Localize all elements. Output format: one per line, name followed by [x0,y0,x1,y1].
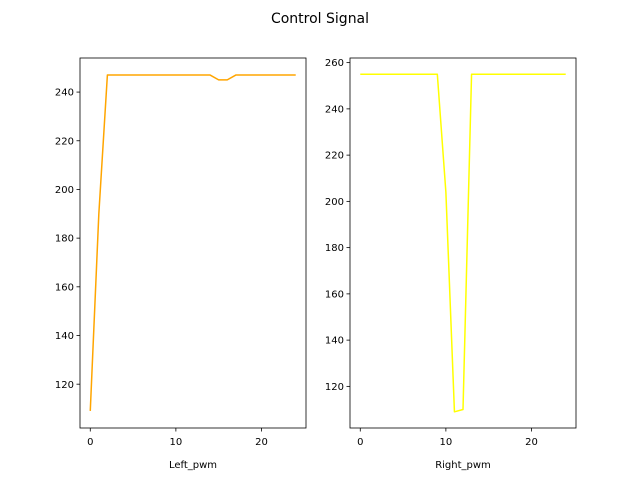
y-tick-label: 180 [325,243,344,254]
plot-frame [349,57,577,429]
x-tick-label: 10 [440,437,453,448]
y-tick-label: 120 [325,382,344,393]
y-tick-label: 140 [55,331,74,342]
x-tick-label: 20 [525,437,538,448]
x-axis-label: Right_pwm [435,460,491,471]
subplots: 0 10 20 120 140 160 180 200 220 240 Left_pwm 0 10 20 1… [55,57,577,471]
y-tick-label: 200 [55,185,74,196]
series-line-1 [89,74,296,411]
y-tick-label: 160 [55,282,74,293]
subplot-2: 0 10 20 120 140 160 180 200 220 240 260 Right_pwm [325,57,577,471]
y-tick-label: 220 [325,151,344,162]
y-tick-label: 200 [325,197,344,208]
figure-title: Control Signal [271,11,369,27]
x-tick-label: 10 [170,437,183,448]
plot-frame [79,57,307,429]
y-tick-label: 220 [55,136,74,147]
y-tick-label: 180 [55,234,74,245]
series-line-1 [360,73,566,413]
y-tick-label: 240 [325,104,344,115]
x-tick-label: 20 [255,437,268,448]
y-tick-label: 140 [325,336,344,347]
subplot-1: 0 10 20 120 140 160 180 200 220 240 Left_pwm [55,57,307,471]
y-tick-label: 260 [325,58,344,69]
y-tick-label: 160 [325,289,344,300]
y-tick-label: 120 [55,380,74,391]
y-tick-label: 240 [55,88,74,99]
x-axis-label: Left_pwm [169,460,217,471]
x-tick-label: 0 [87,437,93,448]
x-tick-label: 0 [357,437,363,448]
